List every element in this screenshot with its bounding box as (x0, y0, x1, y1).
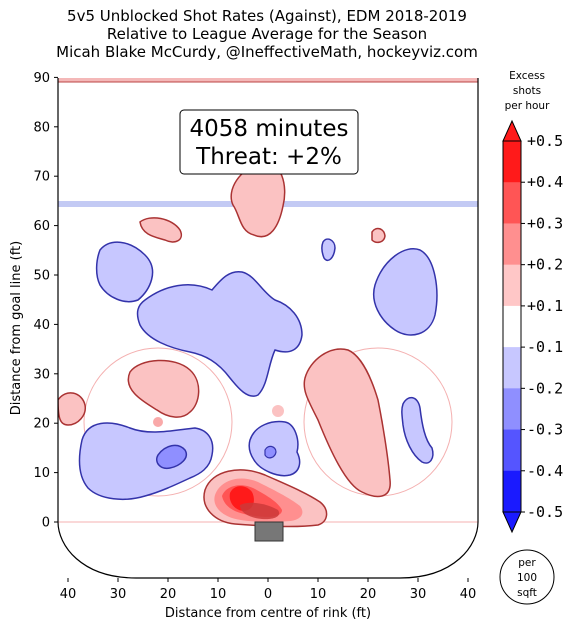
y-tick-label: 70 (33, 170, 50, 185)
region-positive (58, 392, 87, 426)
region-positive (303, 348, 391, 498)
y-axis-label: Distance from goal line (ft) (9, 241, 24, 415)
region-negative (136, 270, 303, 397)
colorbar-tick-label: +0.5 (527, 132, 563, 150)
x-tick-label: 20 (360, 587, 377, 602)
x-tick-label: 30 (110, 587, 127, 602)
region-negative (156, 444, 187, 470)
x-tick-label: 40 (60, 587, 77, 602)
region-negative (321, 238, 336, 262)
x-axis: 40 30 20 10 0 10 20 30 40 (60, 578, 477, 602)
colorbar-segment (503, 347, 521, 389)
y-tick-label: 80 (33, 120, 50, 135)
unit-line: 100 (517, 572, 537, 584)
x-tick-label: 10 (310, 587, 327, 602)
colorbar-segment (503, 470, 521, 513)
colorbar-tick-label: +0.4 (527, 173, 563, 191)
goal-net (254, 521, 284, 542)
y-tick-label: 0 (42, 516, 50, 531)
faceoff-dot-left (153, 417, 163, 427)
colorbar-segment (503, 264, 521, 307)
colorbar-segment (503, 141, 521, 183)
y-tick-label: 40 (33, 318, 50, 333)
y-tick-label: 50 (33, 269, 50, 284)
colorbar-tick-label: -0.3 (527, 421, 563, 439)
colorbar-bottom-arrow (502, 511, 522, 534)
unit-badge (499, 549, 555, 605)
region-negative (401, 396, 434, 464)
region-negative (373, 248, 438, 336)
colorbar-segment (503, 388, 521, 431)
colorbar-tick-label: -0.2 (527, 379, 563, 397)
region-positive (127, 359, 200, 418)
colorbar-tick-label: +0.1 (527, 297, 563, 315)
chart-subtitle: Relative to League Average for the Seaso… (106, 25, 428, 43)
colorbar-tick-label: +0.3 (527, 214, 563, 232)
y-tick-label: 10 (33, 466, 50, 481)
region-positive (240, 502, 280, 520)
colorbar-top-arrow (502, 119, 522, 142)
chart-title: 5v5 Unblocked Shot Rates (Against), EDM … (67, 7, 467, 25)
colorbar-segment (503, 182, 521, 224)
x-tick-label: 30 (410, 587, 427, 602)
heatmap-layer (58, 78, 478, 528)
colorbar-title-line: Excess (509, 70, 545, 82)
annotation-threat: Threat: +2% (195, 144, 342, 170)
region-negative (95, 241, 154, 303)
region-positive (139, 217, 182, 243)
x-tick-label: 0 (264, 587, 272, 602)
annotation-minutes: 4058 minutes (190, 116, 349, 142)
colorbar-tick-label: +0.2 (527, 256, 563, 274)
colorbar: +0.5 +0.4 +0.3 +0.2 +0.1 -0.1 -0.2 -0.3 -0.4 -0.5 (502, 119, 563, 534)
annotation-box (179, 109, 359, 175)
x-tick-label: 40 (460, 587, 477, 602)
x-tick-label: 20 (160, 587, 177, 602)
y-axis: 0 10 20 30 40 50 60 70 80 90 (33, 71, 58, 531)
colorbar-segment (503, 223, 521, 266)
y-tick-label: 20 (33, 417, 50, 432)
region-negative (264, 445, 277, 459)
x-axis-label: Distance from centre of rink (ft) (165, 606, 371, 621)
colorbar-tick-label: -0.4 (527, 462, 563, 480)
y-tick-label: 60 (33, 219, 50, 234)
y-tick-label: 30 (33, 367, 50, 382)
colorbar-segment (503, 429, 521, 472)
colorbar-tick-label: -0.5 (527, 503, 563, 521)
region-positive (272, 405, 284, 417)
end-boards (58, 78, 478, 82)
chart-credit: Micah Blake McCurdy, @IneffectiveMath, h… (56, 43, 478, 61)
colorbar-segment (503, 305, 521, 348)
unit-line: per (518, 557, 536, 569)
unit-line: sqft (517, 587, 537, 599)
colorbar-tick-label: -0.1 (527, 338, 563, 356)
colorbar-title-line: shots (513, 85, 541, 97)
y-tick-label: 90 (33, 71, 50, 86)
colorbar-frame (502, 140, 522, 513)
x-tick-label: 10 (210, 587, 227, 602)
colorbar-title-line: per hour (505, 100, 551, 112)
region-positive (371, 227, 386, 244)
faceoff-circle-left (83, 347, 233, 497)
region-negative (78, 422, 214, 501)
